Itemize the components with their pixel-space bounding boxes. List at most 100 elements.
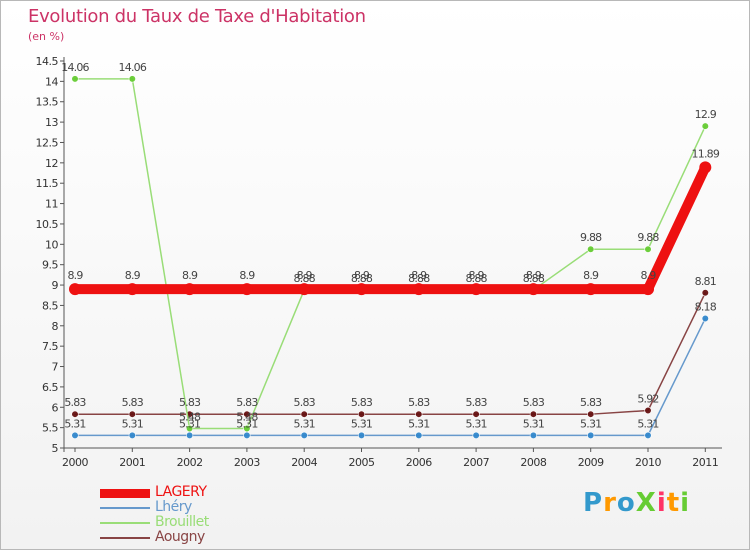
data-point-lagery [69,283,81,296]
x-tick-label: 2005 [349,456,375,469]
x-tick-label: 2011 [692,456,718,469]
data-point-lh-ry [415,431,423,439]
data-label-aougny: 5.92 [637,393,658,406]
data-label-aougny: 5.83 [523,396,545,409]
y-tick-label: 12.5 [36,136,59,149]
proxiti-logo: ProXiti [583,488,690,518]
data-label-brouillet: 5.48 [236,410,258,423]
data-label-brouillet: 14.06 [119,61,147,74]
data-label-brouillet: 12.9 [695,108,717,121]
x-tick-label: 2004 [291,456,317,469]
data-point-aougny [644,406,652,415]
data-label-lh-ry: 5.31 [64,417,85,430]
logo-letter: t [666,488,681,518]
data-label-lagery: 8.9 [526,269,542,282]
data-label-aougny: 5.83 [465,396,487,409]
y-tick-label: 14.5 [36,55,59,68]
data-label-lagery: 8.9 [640,269,656,282]
data-label-brouillet: 8.88 [351,272,373,285]
data-label-lh-ry: 5.31 [408,417,429,430]
data-label-lh-ry: 5.31 [236,417,257,430]
data-point-lagery [527,283,540,296]
legend-swatch-aougny [100,537,150,539]
unit-label: (en %) [28,30,65,43]
data-label-aougny: 8.81 [695,275,716,288]
data-point-brouillet [186,424,194,433]
data-point-brouillet [128,75,136,83]
logo-letter: o [616,488,636,518]
data-point-brouillet [587,245,595,253]
y-tick-label: 10.5 [36,218,59,231]
y-tick-label: 6.5 [42,381,58,394]
data-label-lh-ry: 5.31 [351,417,372,430]
data-label-lh-ry: 5.31 [294,417,315,430]
data-label-lh-ry: 5.31 [179,417,200,430]
x-tick-label: 2006 [406,456,432,469]
data-label-aougny: 5.83 [236,396,258,409]
data-label-lh-ry: 5.31 [465,417,486,430]
data-label-aougny: 5.83 [64,396,86,409]
x-tick-label: 2003 [234,456,260,469]
legend-swatch-lhery [100,507,150,509]
data-point-lagery [412,283,425,296]
series-line-brouillet [74,78,707,430]
series-line-lagery [70,162,711,295]
data-label-brouillet: 14.06 [61,61,89,74]
x-tick-label: 2000 [62,456,88,469]
data-label-lagery: 8.9 [67,269,83,282]
data-label-brouillet: 8.88 [408,272,430,285]
data-point-lh-ry [529,431,538,439]
y-tick-label: 11 [45,198,58,211]
y-tick-label: 14 [45,75,58,88]
y-tick-label: 5 [52,442,59,455]
data-point-aougny [243,410,251,418]
legend-swatch-brouillet [100,522,150,524]
data-label-lagery: 11.89 [692,147,720,160]
y-tick-label: 13 [45,116,58,129]
data-point-lagery [584,283,597,296]
y-tick-label: 8.5 [42,299,58,312]
x-tick-label: 2007 [463,456,489,469]
legend-label-lhery: Lhéry [155,499,192,515]
data-point-aougny [128,410,136,418]
data-label-aougny: 5.83 [294,396,316,409]
data-label-lagery: 8.9 [469,269,485,282]
x-tick-label: 2008 [520,456,546,469]
data-point-aougny [529,410,538,418]
y-tick-label: 10 [45,238,58,251]
data-label-aougny: 5.83 [351,396,373,409]
data-label-lagery: 8.9 [411,269,427,282]
data-point-brouillet [644,245,652,253]
data-point-lagery [470,283,483,296]
logo-letter: i [656,488,667,518]
data-label-lagery: 8.9 [239,269,255,282]
data-point-lagery [298,283,311,296]
data-point-lagery [699,161,712,174]
logo-letter: X [635,488,657,518]
data-label-aougny: 5.83 [122,396,144,409]
data-label-lh-ry: 5.31 [523,417,544,430]
chart-title: Evolution du Taux de Taxe d'Habitation [28,6,366,27]
data-point-aougny [587,410,595,418]
data-point-brouillet [243,424,251,433]
series-line-aougny [74,292,707,415]
data-label-brouillet: 9.88 [580,231,602,244]
data-point-lh-ry [644,431,652,439]
logo-letter: i [680,488,691,518]
data-point-aougny [71,410,79,418]
legend-label-lagery: LAGERY [155,484,207,500]
data-point-lh-ry [701,314,709,323]
data-point-lagery [126,283,139,296]
data-point-lagery [240,283,253,296]
y-tick-label: 6 [52,401,59,414]
y-tick-label: 9.5 [42,259,58,272]
data-point-aougny [472,410,480,418]
x-tick-label: 2002 [177,456,203,469]
x-tick-label: 2009 [578,456,604,469]
y-tick-label: 8 [52,320,59,333]
x-tick-label: 2001 [119,456,145,469]
data-label-lagery: 8.9 [297,269,313,282]
data-label-lagery: 8.9 [182,269,198,282]
